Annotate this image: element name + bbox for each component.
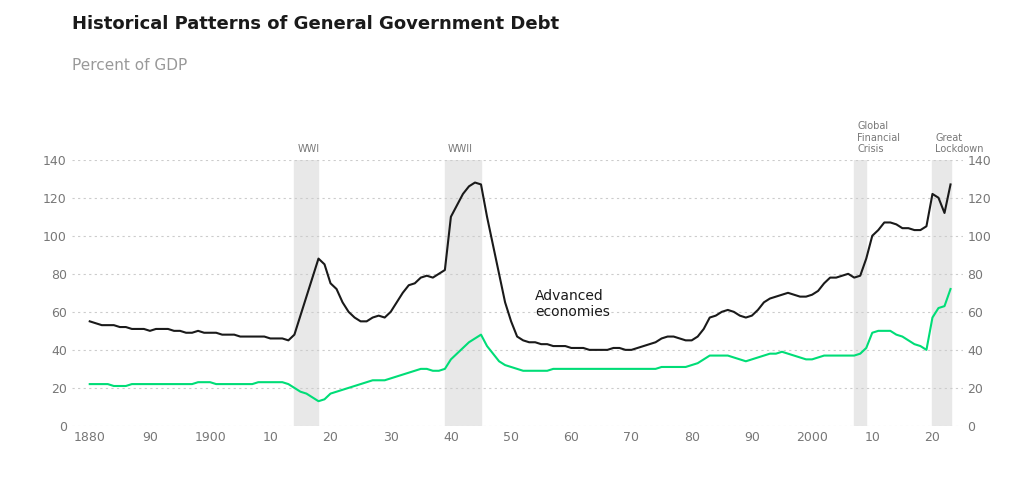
Bar: [933, 160, 950, 426]
Text: Great
Lockdown: Great Lockdown: [936, 133, 984, 154]
Text: Percent of GDP: Percent of GDP: [72, 58, 187, 73]
Text: Global
Financial
Crisis: Global Financial Crisis: [857, 121, 900, 154]
Text: WWII: WWII: [447, 144, 473, 154]
Bar: [444, 160, 481, 426]
Bar: [295, 160, 318, 426]
Bar: [854, 160, 866, 426]
Text: Advanced
economies: Advanced economies: [536, 289, 610, 319]
Text: WWI: WWI: [297, 144, 319, 154]
Text: Historical Patterns of General Government Debt: Historical Patterns of General Governmen…: [72, 15, 559, 32]
